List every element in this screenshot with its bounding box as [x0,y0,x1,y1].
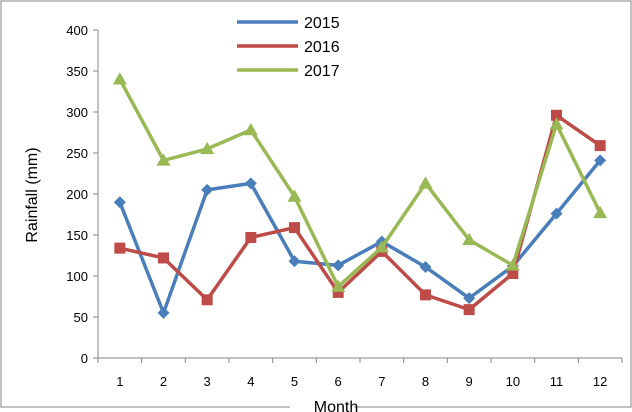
x-tick-label: 4 [247,374,254,389]
data-point-2015 [332,259,345,272]
data-point-2017 [200,141,215,155]
y-tick-label: 300 [66,105,88,120]
data-point-2017 [374,240,389,253]
data-point-2017 [287,189,302,202]
data-point-2015 [550,207,563,220]
data-point-2015 [201,183,214,196]
y-tick-label: 250 [66,146,88,161]
y-tick-label: 350 [66,64,88,79]
data-point-2015 [288,255,301,268]
x-tick-label: 10 [506,374,520,389]
x-tick-label: 11 [550,374,564,389]
x-tick-label: 8 [422,374,429,389]
y-axis-label: Rainfall (mm) [24,147,41,242]
y-tick-label: 150 [66,228,88,243]
data-point-2016 [289,222,300,234]
data-point-2015 [463,292,476,305]
legend-label-2015: 2015 [304,15,340,32]
legend-label-2017: 2017 [304,63,340,80]
data-point-2016 [594,140,606,152]
x-axis-label: Month [314,399,358,412]
x-tick-label: 5 [291,374,298,389]
data-point-2017 [462,232,477,246]
data-point-2016 [551,109,562,121]
data-point-2016 [332,286,344,298]
data-point-2015 [157,306,170,319]
data-point-2017 [593,205,608,219]
data-point-2017 [418,176,433,189]
y-tick-label: 100 [66,269,88,284]
data-point-2016 [420,289,431,301]
data-point-2015 [594,154,607,167]
y-tick-label: 400 [66,23,88,38]
data-point-2016 [463,304,475,316]
data-point-2016 [245,231,257,243]
x-tick-label: 12 [593,374,607,389]
data-point-2016 [158,252,169,264]
data-point-2017 [112,72,127,85]
data-point-2015 [419,260,432,273]
x-tick-label: 3 [204,374,211,389]
series-line-2017 [118,77,602,289]
x-tick-label: 2 [160,374,167,389]
data-point-2017 [331,279,346,292]
data-point-2016 [114,242,126,254]
y-tick-label: 50 [74,310,88,325]
x-tick-label: 1 [116,374,123,389]
data-point-2015 [244,177,257,190]
data-point-2017 [156,153,171,166]
x-axis-label-background [290,398,354,412]
data-point-2017 [243,123,258,136]
data-point-2016 [201,294,213,306]
data-point-2017 [505,258,520,271]
data-point-2017 [549,117,564,130]
legend: 2015 2016 2017 [237,15,340,80]
y-tick-label: 200 [66,187,88,202]
series-line-2015 [118,158,602,315]
data-point-2016 [507,268,519,280]
x-tick-label: 6 [335,374,342,389]
legend-label-2016: 2016 [304,39,340,56]
y-tick-label: 0 [81,351,88,366]
x-tick-label: 9 [466,374,473,389]
data-point-2015 [113,196,126,209]
x-tick-label: 7 [378,374,385,389]
